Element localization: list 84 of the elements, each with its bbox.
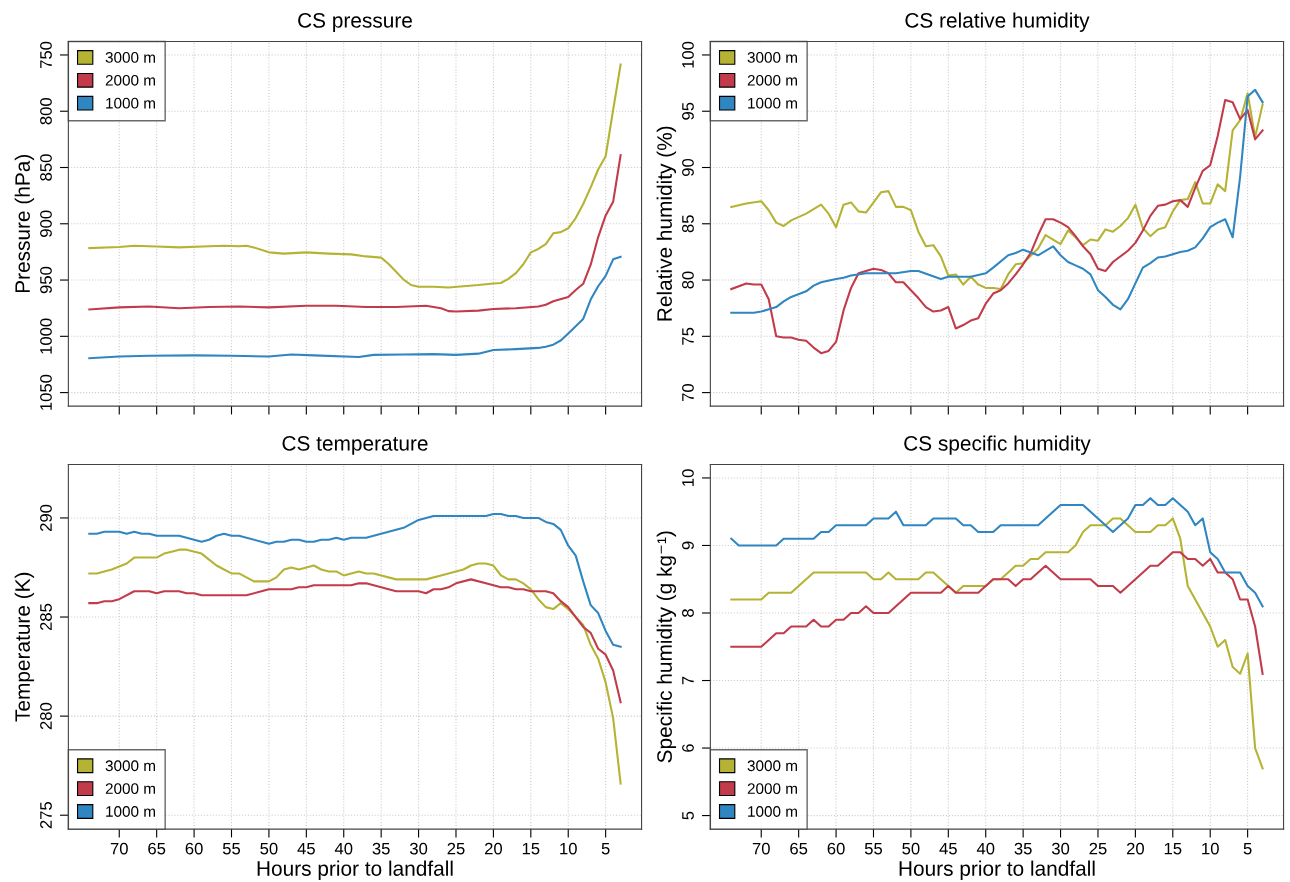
legend-label: 2000 m <box>747 74 797 86</box>
x-tick-label: 60 <box>827 842 845 855</box>
x-tick-label: 55 <box>222 842 241 855</box>
legend-label: 3000 m <box>105 52 155 63</box>
x-axis-title: Hours prior to landfall <box>257 860 453 881</box>
y-tick-label: 9 <box>682 541 694 550</box>
legend-label: 1000 m <box>106 806 155 817</box>
x-tick-label: 10 <box>1202 842 1219 855</box>
x-tick-label: 30 <box>1051 842 1070 855</box>
x-tick-label: 10 <box>560 842 577 855</box>
x-tick-label: 40 <box>334 842 353 855</box>
x-tick-label: 50 <box>902 842 920 855</box>
y-axis-title: Temperature (K) <box>14 572 35 722</box>
y-tick-label: 100 <box>682 41 694 68</box>
x-tick-label: 65 <box>790 842 808 855</box>
x-tick-label: 40 <box>976 842 995 855</box>
line-series <box>730 98 1264 355</box>
y-tick-label: 1050 <box>40 374 52 410</box>
y-tick-label: 850 <box>40 154 52 181</box>
x-tick-label: 20 <box>484 842 503 855</box>
x-tick-label: 25 <box>1089 842 1107 855</box>
x-tick-label: 50 <box>260 842 278 855</box>
x-axis-title: Hours prior to landfall <box>899 860 1095 881</box>
y-axis-title: Pressure (hPa) <box>14 155 35 293</box>
legend-label: 2000 m <box>105 74 155 86</box>
y-tick-label: 75 <box>682 327 694 345</box>
chart-title: CS relative humidity <box>905 12 1090 32</box>
x-tick-label: 35 <box>1014 842 1032 855</box>
line-series <box>88 548 622 785</box>
y-tick-label: 800 <box>40 97 52 125</box>
y-axis-title: Specific humidity (g kg⁻¹) <box>656 531 677 763</box>
x-tick-label: 35 <box>372 842 390 855</box>
legend-label: 3000 m <box>747 52 797 63</box>
y-tick-label: 95 <box>682 102 694 120</box>
chart-title: CS pressure <box>298 13 412 32</box>
x-tick-label: 30 <box>409 842 428 855</box>
y-axis-title: Relative humidity (%) <box>656 126 677 321</box>
legend-label: 1000 m <box>106 97 155 109</box>
line-series <box>88 154 622 313</box>
x-tick-label: 5 <box>1243 842 1252 855</box>
y-tick-label: 10 <box>682 469 694 486</box>
x-tick-label: 45 <box>939 842 957 855</box>
chart-title: CS specific humidity <box>904 435 1091 455</box>
x-tick-label: 25 <box>447 842 465 855</box>
x-tick-label: 65 <box>148 842 166 855</box>
line-series <box>88 63 622 289</box>
line-series <box>730 551 1264 675</box>
legend-label: 1000 m <box>748 97 797 109</box>
y-tick-label: 750 <box>40 41 52 69</box>
y-tick-label: 290 <box>40 504 52 532</box>
x-tick-label: 70 <box>752 842 770 855</box>
x-tick-label: 15 <box>522 842 540 855</box>
legend-label: 2000 m <box>747 783 797 795</box>
legend-label: 1000 m <box>748 806 797 817</box>
legend-label: 3000 m <box>105 760 155 772</box>
x-tick-label: 70 <box>110 842 128 855</box>
y-tick-label: 900 <box>40 210 52 237</box>
line-series <box>730 517 1264 770</box>
x-tick-label: 45 <box>297 842 315 855</box>
y-tick-label: 275 <box>40 802 52 829</box>
line-series <box>88 512 622 648</box>
legend-label: 2000 m <box>105 783 155 795</box>
y-tick-label: 85 <box>682 215 694 233</box>
y-tick-label: 90 <box>682 158 694 176</box>
y-tick-label: 80 <box>682 271 694 289</box>
y-tick-label: 8 <box>682 609 694 617</box>
y-tick-label: 285 <box>40 603 52 631</box>
y-tick-label: 950 <box>40 266 52 294</box>
y-tick-label: 6 <box>682 744 694 752</box>
line-series <box>88 255 622 360</box>
y-tick-label: 7 <box>682 676 694 685</box>
legend-label: 3000 m <box>747 760 797 772</box>
x-tick-label: 55 <box>864 842 883 855</box>
x-tick-label: 15 <box>1164 842 1182 855</box>
x-tick-label: 5 <box>601 842 610 855</box>
x-tick-label: 20 <box>1126 842 1144 855</box>
y-tick-label: 1000 <box>40 318 52 354</box>
y-tick-label: 5 <box>682 811 694 820</box>
line-series <box>88 578 622 704</box>
line-series <box>730 497 1264 608</box>
y-tick-label: 280 <box>40 702 52 730</box>
y-tick-label: 70 <box>682 383 694 401</box>
chart-title: CS temperature <box>282 436 428 455</box>
x-tick-label: 60 <box>185 842 203 855</box>
